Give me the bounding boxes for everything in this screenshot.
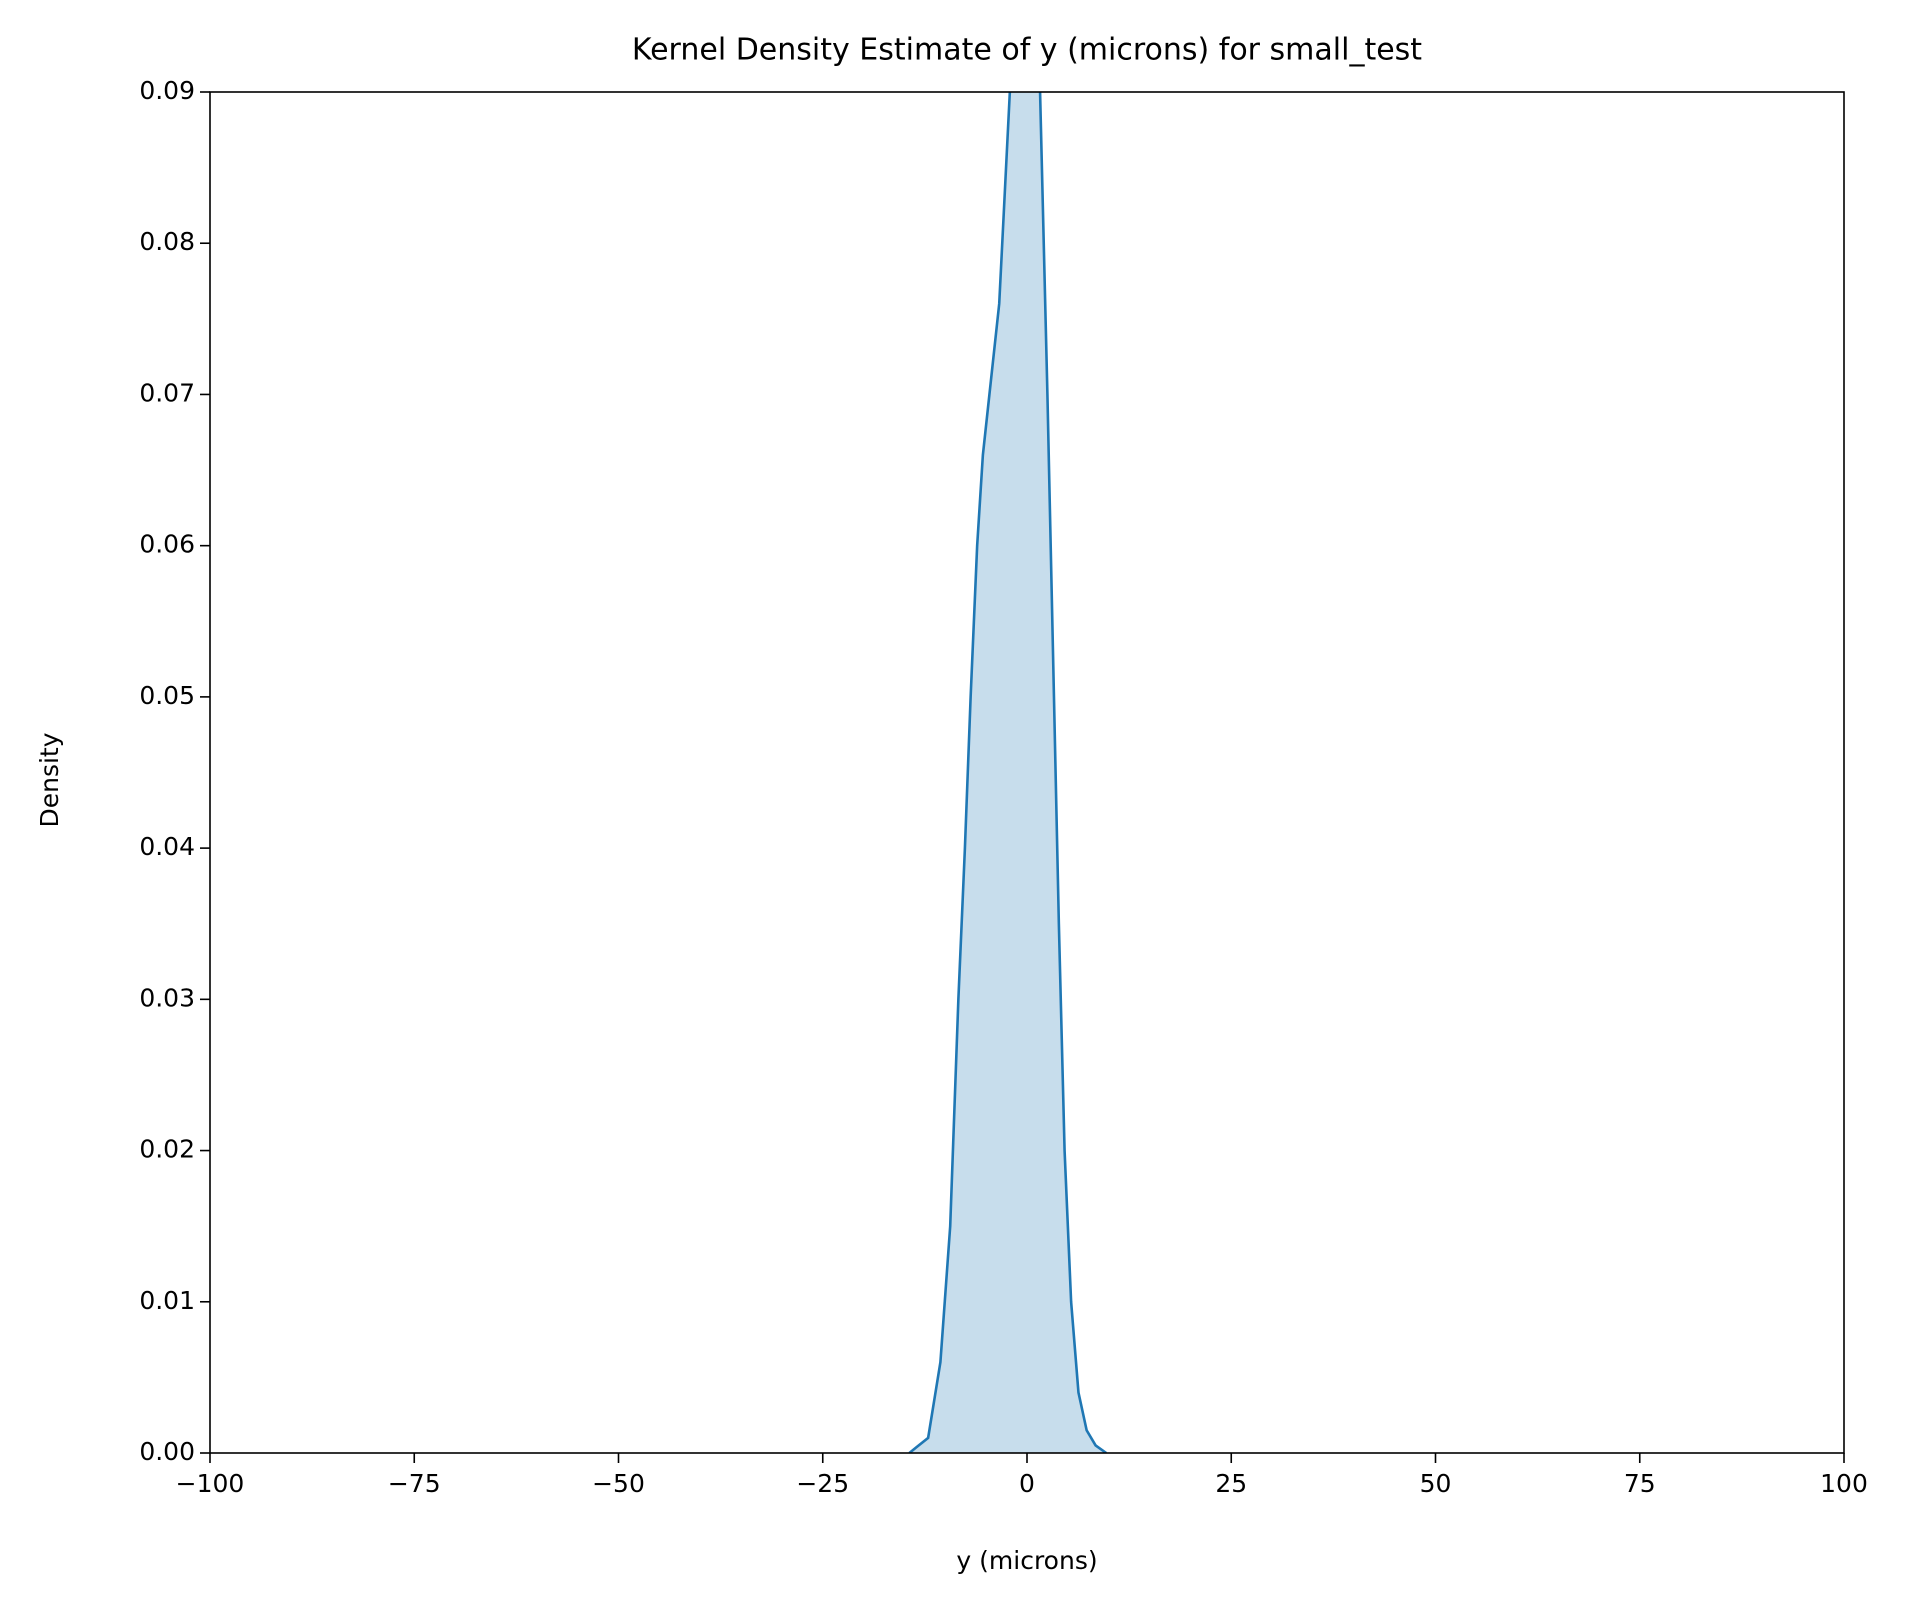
y-tick-label: 0.02 <box>139 1135 195 1164</box>
y-tick-label: 0.00 <box>139 1437 195 1466</box>
chart-title: Kernel Density Estimate of y (microns) f… <box>632 33 1422 68</box>
y-tick-label: 0.06 <box>139 530 195 559</box>
x-tick-label: 100 <box>1820 1469 1868 1498</box>
y-tick-label: 0.04 <box>139 832 195 861</box>
y-tick-label: 0.09 <box>139 76 195 105</box>
y-tick-label: 0.01 <box>139 1286 195 1315</box>
y-tick-label: 0.03 <box>139 983 195 1012</box>
x-tick-label: −75 <box>388 1469 441 1498</box>
x-tick-label: −25 <box>796 1469 849 1498</box>
x-tick-label: −50 <box>592 1469 645 1498</box>
kde-line <box>908 92 1108 1453</box>
x-tick-label: 0 <box>1019 1469 1035 1498</box>
x-tick-label: 25 <box>1215 1469 1247 1498</box>
kde-area <box>909 92 1107 1453</box>
x-tick-label: −100 <box>176 1469 245 1498</box>
y-tick-label: 0.08 <box>139 227 195 256</box>
x-axis-label: y (microns) <box>956 1546 1097 1575</box>
y-tick-label: 0.05 <box>139 681 195 710</box>
y-tick-label: 0.07 <box>139 378 195 407</box>
y-axis-label: Density <box>35 732 64 827</box>
x-tick-label: 75 <box>1624 1469 1656 1498</box>
x-tick-label: 50 <box>1420 1469 1452 1498</box>
